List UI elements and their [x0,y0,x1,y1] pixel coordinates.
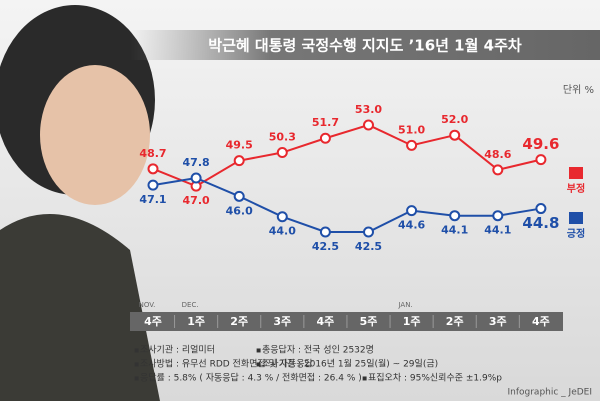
data-label: 44.6 [398,219,425,232]
data-label: 44.1 [484,224,511,237]
data-label: 44.1 [441,224,468,237]
month-label: NOV. [139,301,156,309]
legend-swatch [569,212,583,224]
data-label: 47.8 [183,156,210,169]
legend-label: 긍정 [567,227,585,240]
data-point [363,119,374,131]
data-label: 50.3 [269,131,296,144]
note-bullet: ▪ [134,360,139,369]
credit: Infographic _ JeDEI [507,388,592,398]
note: 총응답자 : 전국 성인 2532명 [262,344,374,356]
x-tick-label: 2주 [446,315,464,328]
note: 응답률 : 5.8% ( 자동응답 : 4.3 % / 전화면접 : 26.4 … [140,372,362,384]
x-tick-label: 1주 [187,315,205,328]
x-tick-label: 1주 [403,315,421,328]
data-point [492,210,504,222]
data-point [276,211,288,223]
data-label: 44.0 [269,225,296,238]
data-label: 48.7 [139,147,166,160]
chart-title: 박근혜 대통령 국정수행 지지도 ’16년 1월 4주차 [208,37,522,55]
data-label: 52.0 [441,113,468,126]
data-point [319,132,331,144]
data-label: 49.6 [522,135,559,153]
data-label: 46.0 [226,204,253,217]
note: 조사방법 : 유무선 RDD 전화면접 및 자동응답 [140,358,313,370]
data-point [406,139,418,151]
series-line [152,123,542,188]
data-point [406,205,418,217]
data-point [276,147,288,159]
legend-swatch [569,167,583,179]
data-point [233,190,245,202]
data-label: 51.7 [312,116,339,129]
data-point [449,129,461,141]
data-label: 42.5 [355,240,382,253]
x-tick-label: 3주 [489,315,507,328]
portrait [0,5,160,401]
series-line [152,176,542,233]
data-point [535,203,547,215]
data-point [233,155,245,167]
x-tick-label: 5주 [360,315,378,328]
data-point [363,226,374,238]
data-label: 47.0 [183,194,210,207]
x-tick-label: 4주 [144,315,162,328]
data-point [319,226,331,238]
unit: 단위 % [563,83,594,96]
note-bullet: ▪ [256,346,261,355]
data-label: 42.5 [312,240,339,253]
month-label: DEC. [182,301,199,309]
data-point [535,154,547,166]
data-label: 47.1 [139,193,166,206]
x-tick-label: 4주 [532,315,550,328]
data-label: 53.0 [355,103,382,116]
x-tick-label: 4주 [317,315,335,328]
note-bullet: ▪ [134,346,139,355]
data-point [147,163,159,175]
note: 조사기관 : 리얼미터 [140,345,215,356]
x-tick-label: 2주 [230,315,248,328]
legend-label: 부정 [567,182,585,195]
data-label: 51.0 [398,123,425,136]
data-label: 44.8 [522,214,559,232]
data-label: 48.6 [484,148,511,161]
data-point [449,210,461,222]
title-bar [130,30,600,60]
data-point [492,164,504,176]
data-label: 49.5 [226,139,253,152]
data-point [190,172,202,184]
note-bullet: ▪ [362,374,367,383]
x-tick-label: 3주 [273,315,291,328]
data-point [147,179,159,191]
note: 표집오차 : 95%신뢰수준 ±1.9%p [368,372,502,384]
month-label: JAN. [397,301,412,309]
note: 조사기간 : 2016년 1월 25일(월) ~ 29일(금) [262,358,438,370]
note-bullet: ▪ [256,360,261,369]
note-bullet: ▪ [134,374,139,383]
